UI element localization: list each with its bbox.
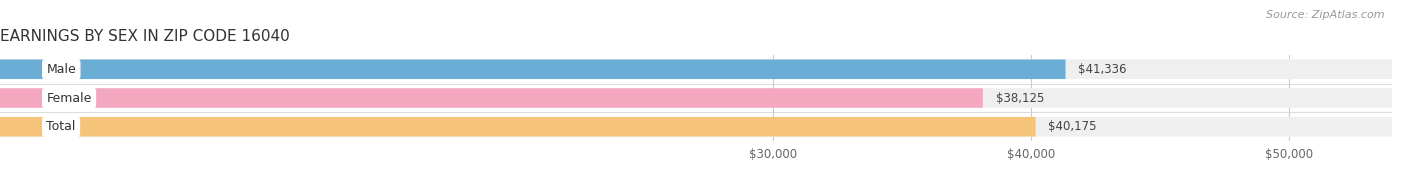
Text: $41,336: $41,336 — [1078, 63, 1126, 76]
Text: $38,125: $38,125 — [995, 92, 1045, 104]
Text: Source: ZipAtlas.com: Source: ZipAtlas.com — [1267, 10, 1385, 20]
FancyBboxPatch shape — [0, 59, 1392, 79]
FancyBboxPatch shape — [0, 117, 1036, 137]
Text: Total: Total — [46, 120, 76, 133]
Text: EARNINGS BY SEX IN ZIP CODE 16040: EARNINGS BY SEX IN ZIP CODE 16040 — [0, 29, 290, 44]
FancyBboxPatch shape — [0, 117, 1392, 137]
Text: Male: Male — [46, 63, 76, 76]
Text: Female: Female — [46, 92, 91, 104]
FancyBboxPatch shape — [0, 88, 983, 108]
FancyBboxPatch shape — [0, 88, 1392, 108]
Text: $40,175: $40,175 — [1049, 120, 1097, 133]
FancyBboxPatch shape — [0, 59, 1066, 79]
